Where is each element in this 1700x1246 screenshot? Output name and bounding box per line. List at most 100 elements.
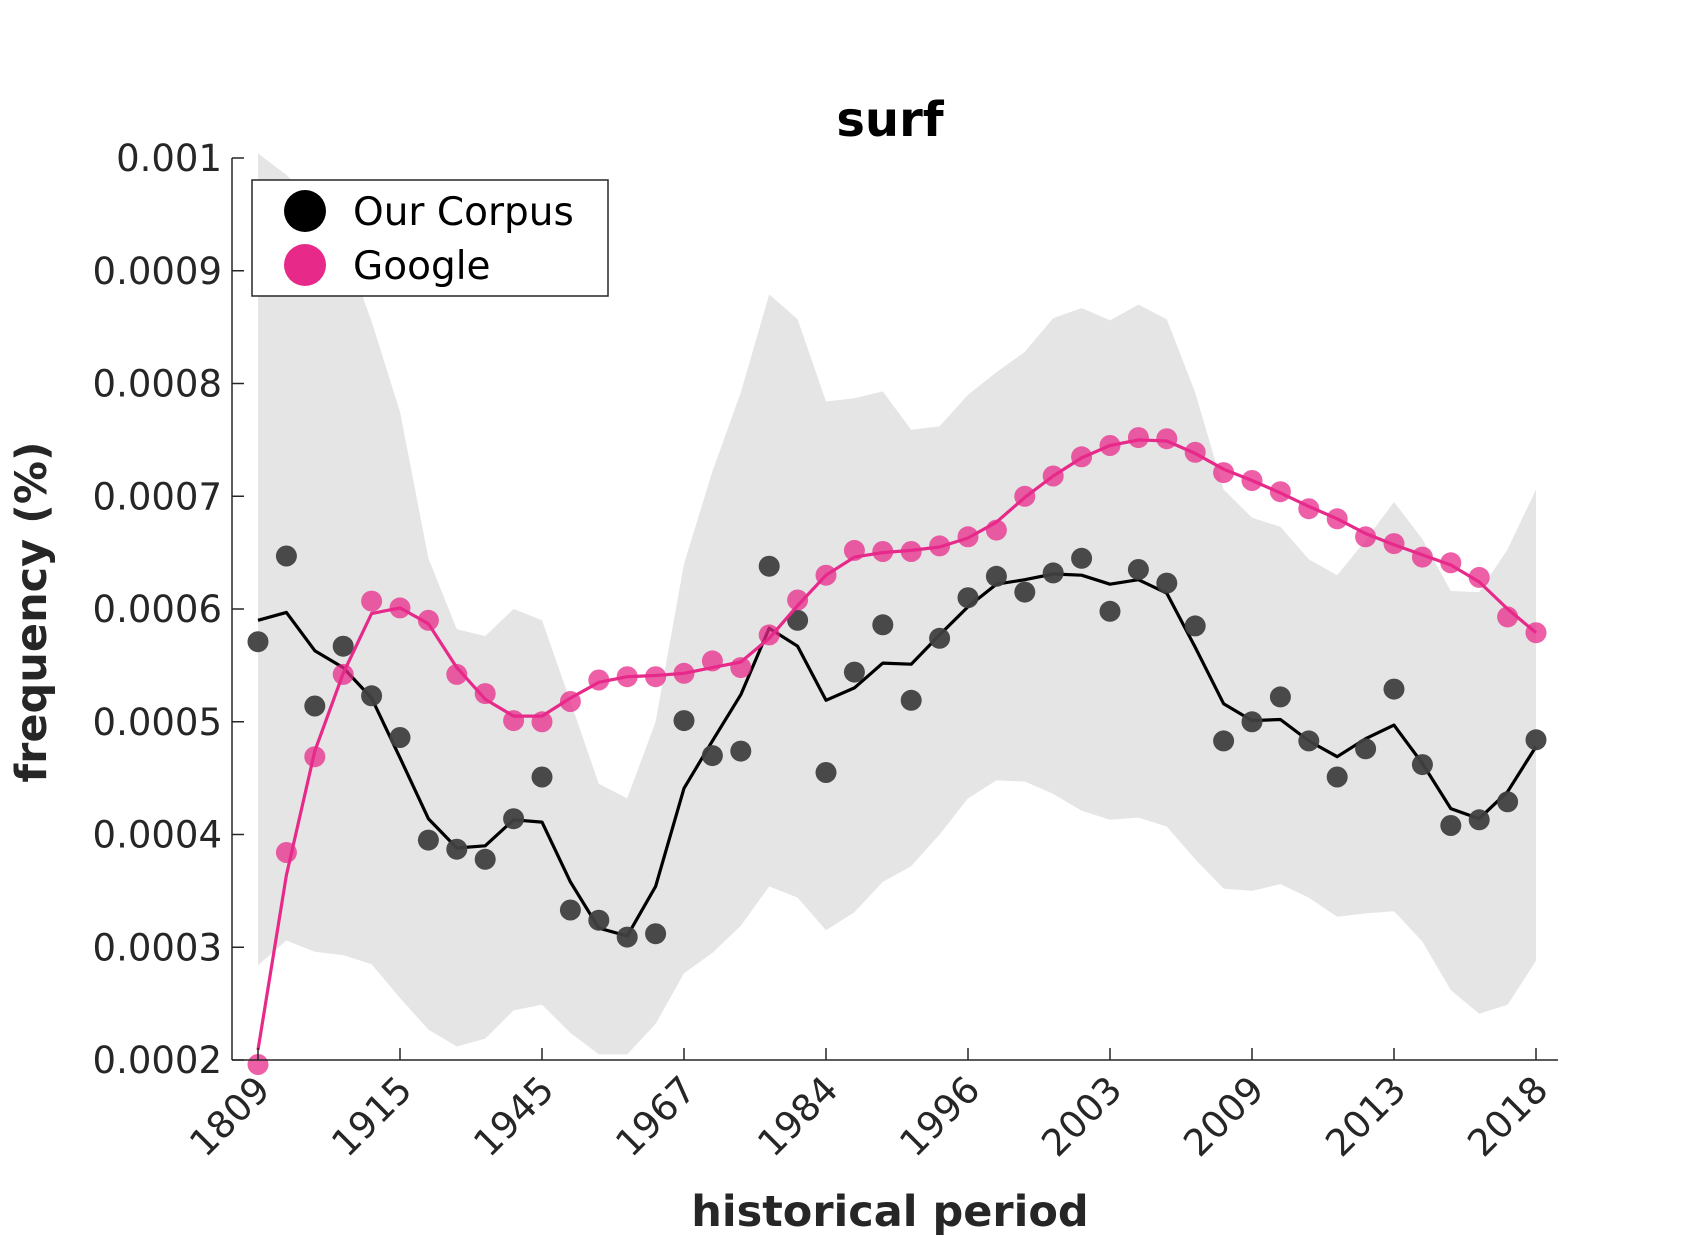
google-data-point [446,663,468,685]
corpus-data-point [1213,730,1235,752]
y-tick-label: 0.0004 [93,814,222,857]
corpus-data-point [673,710,695,732]
google-data-point [645,666,667,688]
google-data-point [730,657,752,679]
legend-label-google: Google [353,244,491,289]
google-data-point [758,624,780,646]
corpus-data-point [929,627,951,649]
google-data-point [929,535,951,557]
google-data-point [1269,481,1291,503]
google-data-point [389,597,411,619]
corpus-data-point [1326,766,1348,788]
legend-label-corpus: Our Corpus [353,190,574,235]
corpus-data-point [1383,678,1405,700]
google-data-point [701,650,723,672]
google-data-point [1042,465,1064,487]
corpus-data-point [1099,600,1121,622]
google-trend-line [256,438,1538,1051]
corpus-data-point [701,745,723,767]
google-data-point [1525,622,1547,644]
google-data-point [1298,498,1320,520]
google-data-point [815,564,837,586]
corpus-data-point [1269,686,1291,708]
corpus-data-point [1298,730,1320,752]
corpus-data-point [1468,809,1490,831]
google-data-point [673,662,695,684]
google-data-point [1440,552,1462,574]
y-axis-label: frequency (%) [7,441,57,782]
corpus-data-point [758,555,780,577]
y-tick-label: 0.0009 [93,250,222,293]
google-data-point [1127,427,1149,449]
corpus-data-point [503,808,525,830]
legend-marker-corpus [284,190,326,232]
google-data-point [531,711,553,733]
y-tick-label: 0.0007 [93,475,222,518]
corpus-data-point [304,695,326,717]
google-data-point [1184,441,1206,463]
google-data-point [588,669,610,691]
corpus-data-point [389,727,411,748]
legend: Our Corpus Google [251,179,609,297]
corpus-data-point [275,545,297,567]
google-data-point [1411,546,1433,568]
google-data-point [1071,446,1093,468]
google-data-point [332,663,354,685]
google-data-point [957,526,979,548]
corpus-data-point [531,766,553,788]
corpus-data-point [1241,711,1263,733]
google-data-point [474,683,496,705]
corpus-data-point [559,899,581,921]
corpus-data-point [1525,729,1547,751]
google-data-point [985,519,1007,541]
google-data-point [559,691,581,712]
google-data-point [787,589,809,611]
y-tick-label: 0.0002 [93,1039,222,1082]
plot-area [247,153,1547,1075]
google-data-point [1099,435,1121,456]
corpus-data-point [616,926,638,948]
google-data-point [843,539,865,561]
google-data-point [275,842,297,863]
corpus-data-point [1411,754,1433,776]
y-tick-label: 0.0006 [93,588,222,631]
corpus-data-point [815,762,837,783]
corpus-data-point [474,848,496,870]
corpus-data-point [645,923,667,945]
corpus-data-point [900,689,922,711]
google-data-point [361,590,383,612]
google-data-point [1383,533,1405,555]
corpus-data-point [1042,562,1064,584]
google-data-point [417,609,439,631]
corpus-data-point [985,565,1007,587]
corpus-data-point [1497,791,1519,813]
corpus-data-point [730,740,752,762]
corpus-data-point [872,614,894,636]
corpus-data-point [361,685,383,707]
corpus-data-point [1184,615,1206,637]
corpus-data-point [417,829,439,851]
google-data-point [1213,462,1235,484]
google-data-point [1156,428,1178,450]
corpus-data-point [446,838,468,860]
corpus-data-point [843,661,865,683]
google-data-point [1326,508,1348,530]
confidence-band [258,153,1536,1055]
corpus-data-point [588,909,610,931]
google-data-point [1468,566,1490,588]
google-data-point [900,541,922,562]
google-data-point [1355,526,1377,548]
x-axis-label: historical period [691,1187,1088,1237]
corpus-data-point [1014,581,1036,603]
google-data-point [503,710,525,732]
corpus-data-point [957,587,979,609]
chart-title: surf [836,92,944,148]
corpus-data-point [247,631,269,653]
corpus-data-point [787,609,809,631]
corpus-trend-line [257,572,1538,938]
corpus-data-point [1071,547,1093,569]
y-tick-label: 0.001 [116,137,222,180]
corpus-data-point [1127,559,1149,580]
google-data-point [1014,485,1036,507]
